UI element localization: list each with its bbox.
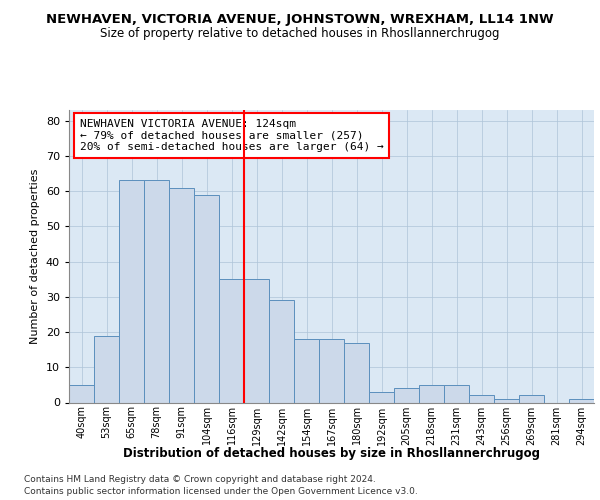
Text: Distribution of detached houses by size in Rhosllannerchrugog: Distribution of detached houses by size … <box>123 448 540 460</box>
Text: Contains public sector information licensed under the Open Government Licence v3: Contains public sector information licen… <box>24 486 418 496</box>
Bar <box>569 399 594 402</box>
Bar <box>169 188 194 402</box>
Bar <box>144 180 169 402</box>
Bar <box>219 279 244 402</box>
Bar <box>419 385 444 402</box>
Bar <box>119 180 144 402</box>
Text: Size of property relative to detached houses in Rhosllannerchrugog: Size of property relative to detached ho… <box>100 28 500 40</box>
Y-axis label: Number of detached properties: Number of detached properties <box>30 168 40 344</box>
Bar <box>444 385 469 402</box>
Bar <box>519 396 544 402</box>
Bar <box>244 279 269 402</box>
Bar <box>269 300 294 402</box>
Bar <box>319 339 344 402</box>
Text: Contains HM Land Registry data © Crown copyright and database right 2024.: Contains HM Land Registry data © Crown c… <box>24 474 376 484</box>
Bar <box>69 385 94 402</box>
Bar <box>194 194 219 402</box>
Bar <box>344 342 369 402</box>
Bar <box>369 392 394 402</box>
Text: NEWHAVEN, VICTORIA AVENUE, JOHNSTOWN, WREXHAM, LL14 1NW: NEWHAVEN, VICTORIA AVENUE, JOHNSTOWN, WR… <box>46 12 554 26</box>
Bar <box>469 396 494 402</box>
Text: NEWHAVEN VICTORIA AVENUE: 124sqm
← 79% of detached houses are smaller (257)
20% : NEWHAVEN VICTORIA AVENUE: 124sqm ← 79% o… <box>79 119 383 152</box>
Bar <box>94 336 119 402</box>
Bar <box>394 388 419 402</box>
Bar <box>294 339 319 402</box>
Bar <box>494 399 519 402</box>
